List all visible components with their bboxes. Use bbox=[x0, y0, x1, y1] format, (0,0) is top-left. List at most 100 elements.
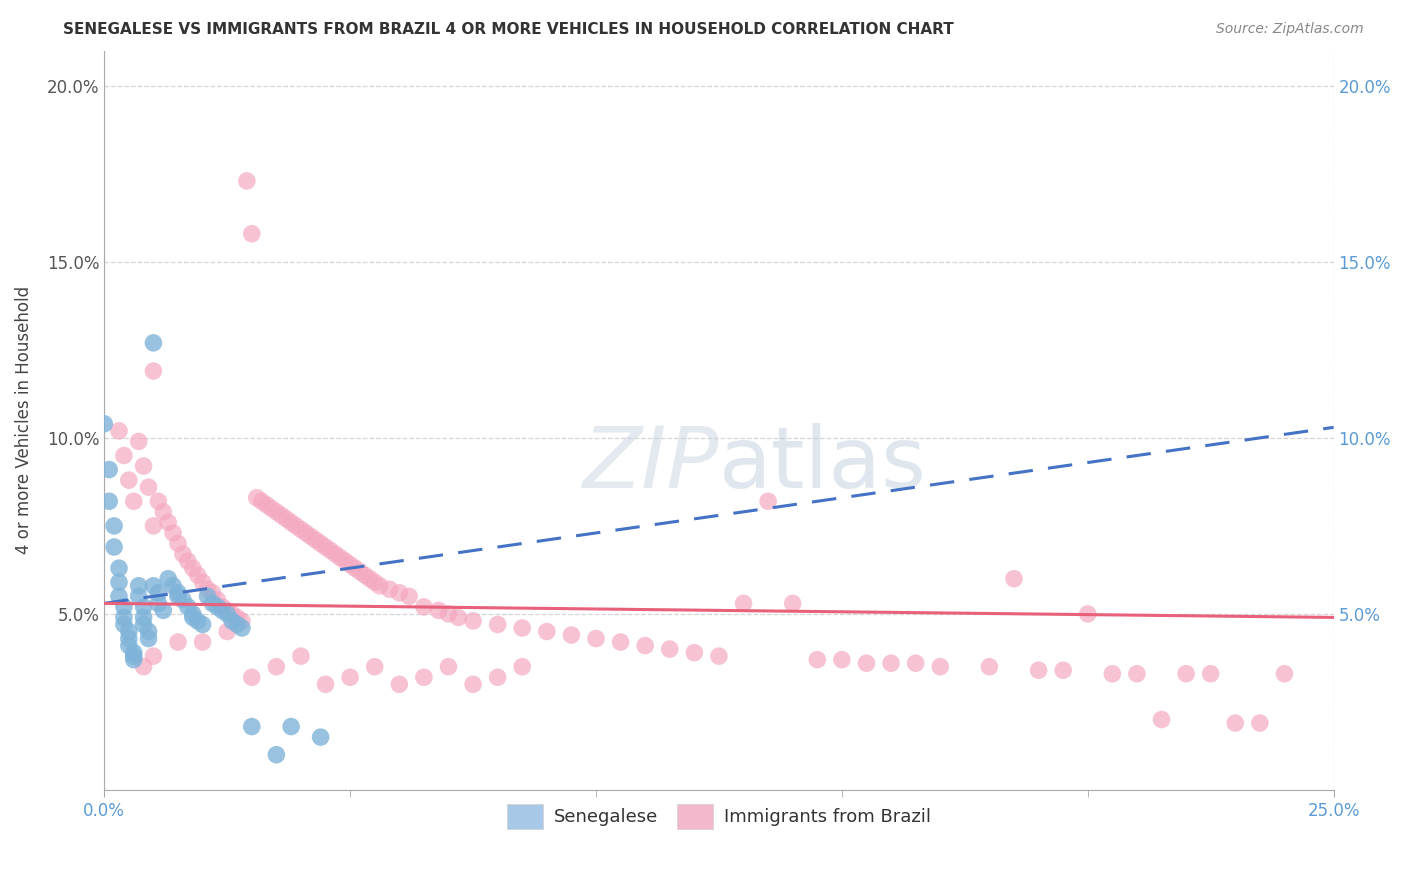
Point bbox=[191, 635, 214, 649]
Point bbox=[177, 554, 200, 568]
Point bbox=[290, 523, 312, 537]
Point bbox=[486, 670, 509, 684]
Point bbox=[112, 449, 135, 463]
Point bbox=[103, 540, 125, 554]
Point bbox=[364, 575, 387, 590]
Point bbox=[378, 582, 401, 597]
Point bbox=[437, 659, 460, 673]
Point bbox=[217, 624, 239, 639]
Point bbox=[319, 543, 342, 558]
Point bbox=[148, 596, 170, 610]
Point bbox=[461, 677, 484, 691]
Text: Source: ZipAtlas.com: Source: ZipAtlas.com bbox=[1216, 22, 1364, 37]
Point bbox=[315, 540, 337, 554]
Point bbox=[231, 614, 253, 628]
Point bbox=[295, 525, 318, 540]
Text: atlas: atlas bbox=[718, 423, 927, 506]
Point bbox=[929, 659, 952, 673]
Point bbox=[122, 653, 145, 667]
Point bbox=[108, 424, 131, 438]
Point bbox=[335, 554, 357, 568]
Point bbox=[831, 653, 853, 667]
Point bbox=[197, 582, 219, 597]
Point bbox=[315, 677, 337, 691]
Point bbox=[132, 610, 155, 624]
Point bbox=[122, 494, 145, 508]
Point bbox=[211, 599, 233, 614]
Point bbox=[118, 624, 141, 639]
Point bbox=[142, 335, 165, 350]
Point bbox=[148, 494, 170, 508]
Point bbox=[276, 512, 298, 526]
Point bbox=[152, 505, 174, 519]
Point bbox=[231, 621, 253, 635]
Point bbox=[427, 603, 450, 617]
Point bbox=[108, 561, 131, 575]
Point bbox=[266, 659, 288, 673]
Point bbox=[733, 596, 755, 610]
Point bbox=[236, 174, 259, 188]
Point bbox=[167, 635, 190, 649]
Point bbox=[339, 670, 361, 684]
Point bbox=[1199, 666, 1222, 681]
Point bbox=[1126, 666, 1149, 681]
Point bbox=[240, 720, 263, 734]
Point bbox=[187, 568, 209, 582]
Point bbox=[979, 659, 1001, 673]
Point bbox=[167, 586, 190, 600]
Point bbox=[118, 473, 141, 487]
Point bbox=[142, 649, 165, 664]
Point bbox=[177, 599, 200, 614]
Point bbox=[510, 659, 533, 673]
Point bbox=[904, 656, 927, 670]
Point bbox=[1077, 607, 1099, 621]
Point bbox=[634, 639, 657, 653]
Point bbox=[128, 579, 150, 593]
Point bbox=[93, 417, 115, 431]
Point bbox=[658, 642, 681, 657]
Point bbox=[609, 635, 631, 649]
Point bbox=[412, 670, 434, 684]
Point bbox=[157, 572, 180, 586]
Point bbox=[128, 434, 150, 449]
Point bbox=[118, 632, 141, 646]
Point bbox=[412, 599, 434, 614]
Point bbox=[250, 494, 273, 508]
Point bbox=[217, 603, 239, 617]
Point bbox=[855, 656, 877, 670]
Point bbox=[270, 508, 292, 523]
Point bbox=[266, 747, 288, 762]
Point bbox=[1052, 663, 1074, 677]
Point bbox=[359, 572, 381, 586]
Point bbox=[162, 525, 184, 540]
Point bbox=[266, 505, 288, 519]
Point bbox=[305, 533, 328, 547]
Text: SENEGALESE VS IMMIGRANTS FROM BRAZIL 4 OR MORE VEHICLES IN HOUSEHOLD CORRELATION: SENEGALESE VS IMMIGRANTS FROM BRAZIL 4 O… bbox=[63, 22, 955, 37]
Point bbox=[246, 491, 269, 505]
Point bbox=[132, 659, 155, 673]
Point bbox=[152, 603, 174, 617]
Point bbox=[226, 617, 249, 632]
Point bbox=[181, 607, 204, 621]
Point bbox=[309, 730, 332, 744]
Point bbox=[1274, 666, 1296, 681]
Point bbox=[461, 614, 484, 628]
Point bbox=[98, 462, 121, 476]
Point bbox=[240, 670, 263, 684]
Point bbox=[1225, 716, 1247, 731]
Point bbox=[1249, 716, 1271, 731]
Point bbox=[486, 617, 509, 632]
Point bbox=[1028, 663, 1050, 677]
Point bbox=[707, 649, 730, 664]
Point bbox=[329, 550, 352, 565]
Point bbox=[447, 610, 470, 624]
Point bbox=[181, 561, 204, 575]
Point bbox=[285, 519, 308, 533]
Point bbox=[211, 603, 233, 617]
Point bbox=[683, 646, 706, 660]
Point bbox=[172, 547, 194, 561]
Point bbox=[1175, 666, 1198, 681]
Point bbox=[201, 596, 224, 610]
Point bbox=[187, 614, 209, 628]
Point bbox=[1150, 713, 1173, 727]
